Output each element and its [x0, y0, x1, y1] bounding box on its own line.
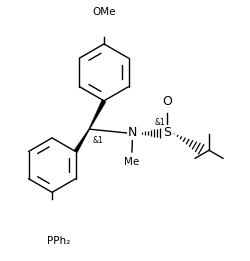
Text: N: N — [128, 127, 137, 139]
Polygon shape — [89, 100, 106, 129]
Text: Me: Me — [124, 157, 140, 167]
Polygon shape — [74, 129, 90, 152]
Text: PPh₂: PPh₂ — [46, 236, 70, 246]
Text: S: S — [163, 127, 171, 139]
Text: OMe: OMe — [92, 7, 116, 17]
Text: &1: &1 — [92, 137, 103, 145]
Text: &1: &1 — [154, 118, 165, 127]
Text: O: O — [162, 95, 172, 108]
